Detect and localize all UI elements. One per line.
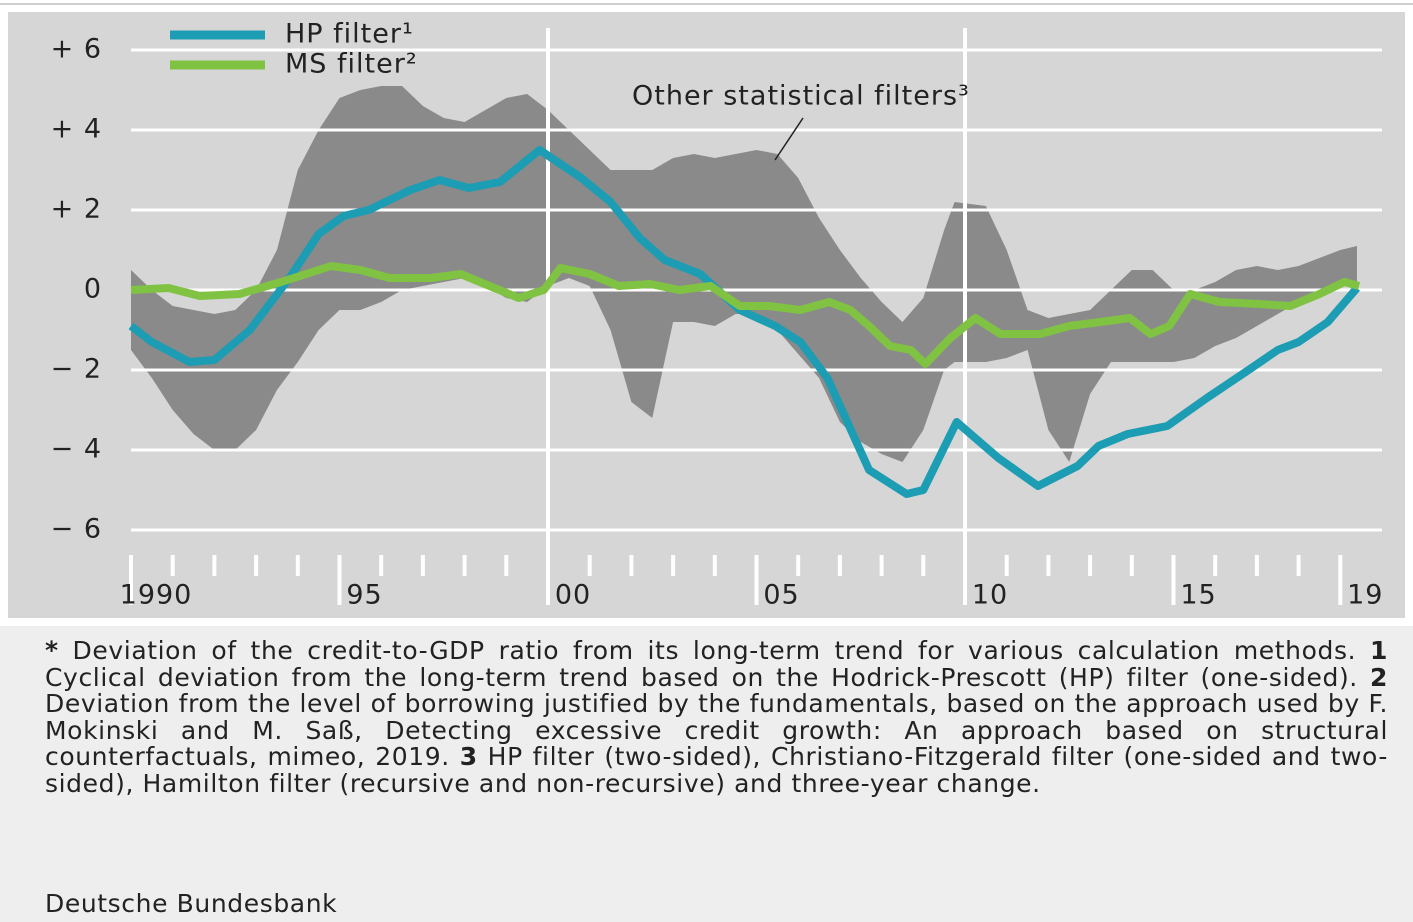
- footnotes: * Deviation of the credit-to-GDP ratio f…: [45, 636, 1389, 798]
- note-text: Cyclical deviation from the long-term tr…: [45, 662, 1358, 692]
- notes-panel: * Deviation of the credit-to-GDP ratio f…: [0, 626, 1413, 922]
- x-tick-label: 15: [1180, 580, 1216, 611]
- y-tick-label: + 4: [51, 114, 102, 145]
- note-text: HP filter (two-sided), Christiano-Fitzge…: [45, 742, 1389, 798]
- note-marker: 2: [1370, 662, 1388, 692]
- note-marker: 3: [459, 742, 478, 771]
- y-tick-label: 0: [84, 274, 102, 305]
- x-tick-label: 00: [555, 580, 591, 611]
- x-tick-label: 95: [346, 580, 382, 611]
- x-tick-label: 10: [972, 580, 1008, 611]
- annotation: Other statistical filters³: [632, 81, 970, 112]
- legend-label: HP filter¹: [285, 19, 414, 50]
- y-tick-label: − 2: [51, 354, 102, 385]
- y-tick-label: + 2: [51, 194, 102, 225]
- y-tick-label: + 6: [51, 34, 102, 65]
- note-marker: *: [45, 636, 59, 665]
- y-tick-label: − 6: [51, 514, 102, 545]
- y-tick-label: − 4: [51, 434, 102, 465]
- annotation-pointer: [774, 117, 804, 161]
- x-tick-label: 1990: [120, 580, 193, 611]
- source: Deutsche Bundesbank: [45, 889, 338, 918]
- x-tick-label: 19: [1347, 580, 1383, 611]
- x-tick-label: 05: [763, 580, 799, 611]
- note-marker: 1: [1370, 636, 1388, 665]
- note-text: Deviation from the level of borrowing ju…: [45, 689, 1388, 771]
- chart: + 6 + 4 + 2 0 − 2 − 4 − 6 1990 95 00 05 10 15 19 HP fi…: [0, 3, 1413, 618]
- series-line: [130, 262, 1361, 368]
- legend-label: MS filter²: [285, 49, 418, 80]
- note-text: Deviation of the credit-to-GDP ratio fro…: [72, 636, 1357, 665]
